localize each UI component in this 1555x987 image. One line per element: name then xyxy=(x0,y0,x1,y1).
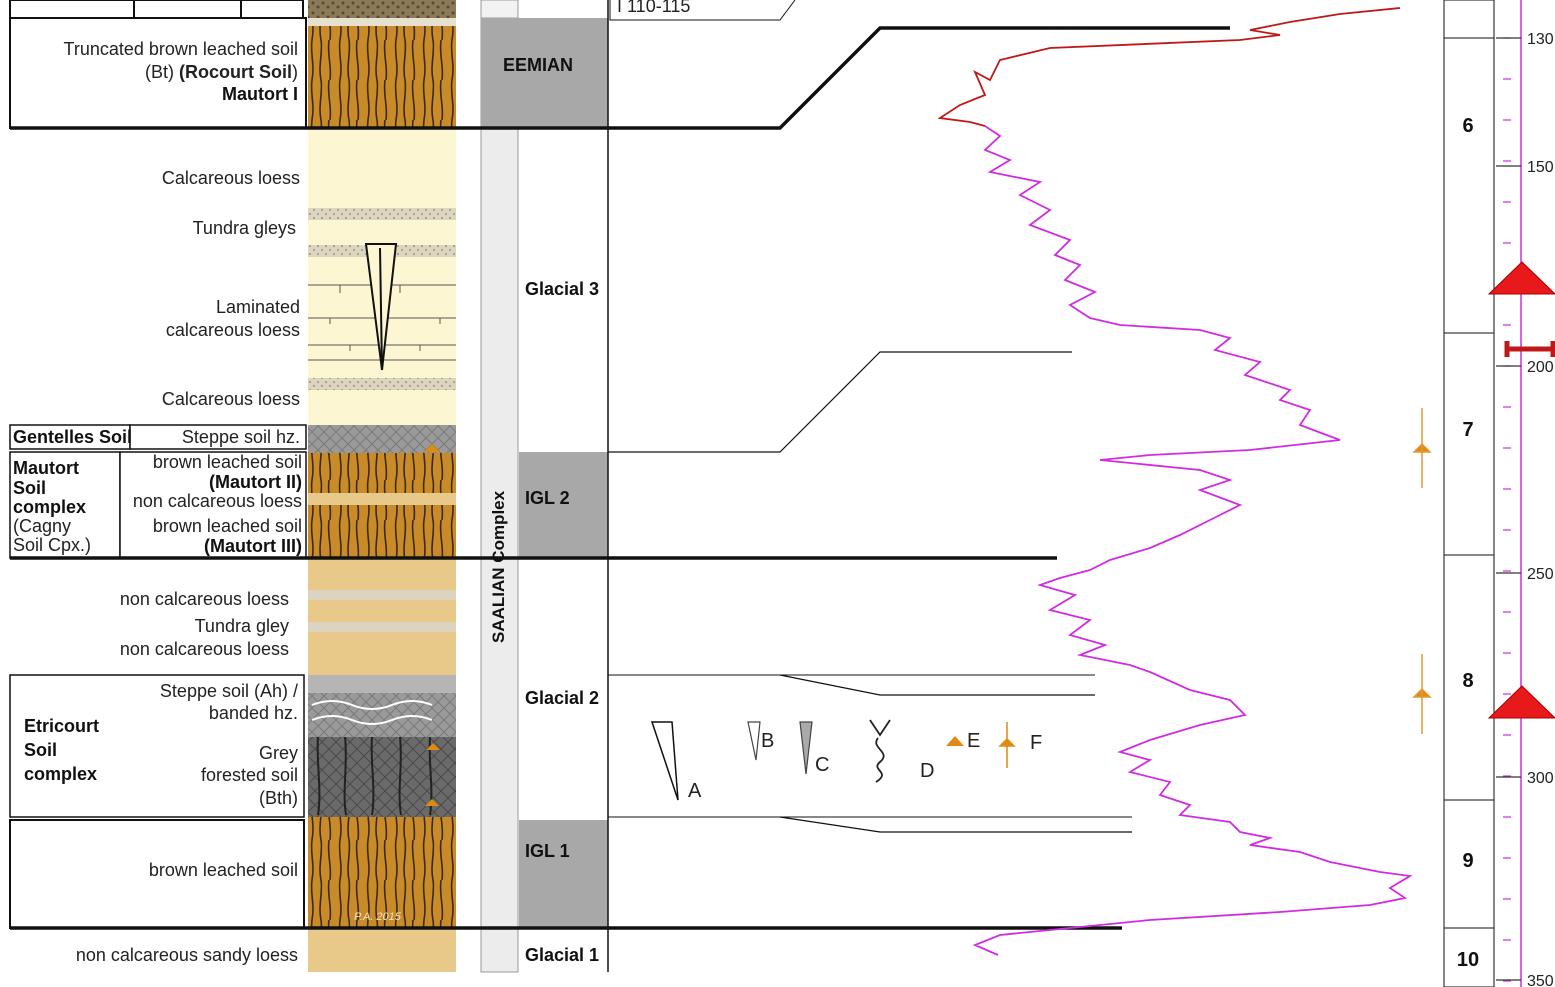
label-tundra-gley: Tundra gley xyxy=(195,616,289,636)
axis-tick-label: 200 xyxy=(1527,359,1554,376)
isotope-stage-column xyxy=(1443,0,1495,987)
label-gentelles-soil: Gentelles Soil xyxy=(13,427,132,447)
axis-tick-label: 130 xyxy=(1527,31,1554,48)
label-forested-soil: forested soil xyxy=(201,765,298,785)
unit-glacial-2: Glacial 2 xyxy=(525,688,599,708)
unit-glacial-3: Glacial 3 xyxy=(525,279,599,299)
label-non-calc-2: non calcareous loess xyxy=(120,589,289,609)
saalian-complex-label: SAALIAN Complex xyxy=(489,490,508,643)
label-sandy-loess: non calcareous sandy loess xyxy=(76,945,298,965)
stage-10: 10 xyxy=(1457,949,1479,971)
axis-tick-label: 250 xyxy=(1527,566,1554,583)
description-column xyxy=(9,0,307,929)
legend-d: D xyxy=(920,760,934,782)
author-credit: P.A. 2015 xyxy=(354,911,402,923)
saalian-complex-column: SAALIAN Complex xyxy=(480,0,608,973)
unit-glacial-1: Glacial 1 xyxy=(525,945,599,965)
axis-tick-label: 300 xyxy=(1527,770,1554,787)
label-banded-hz: banded hz. xyxy=(209,703,298,723)
label-tundra-gleys: Tundra gleys xyxy=(193,218,296,238)
red-markers xyxy=(1487,261,1555,719)
label-calc-loess-2: Calcareous loess xyxy=(162,389,300,409)
label-mautort-soil-1: Mautort xyxy=(13,458,79,478)
label-mautort-1: Mautort I xyxy=(222,84,298,104)
label-bt: (Bt) (Rocourt Soil) xyxy=(145,62,298,82)
unit-eemian: EEMIAN xyxy=(503,55,573,75)
label-laminated-2: calcareous loess xyxy=(166,320,300,340)
isotope-curve xyxy=(937,7,1413,956)
units-column xyxy=(519,0,1132,972)
legend-b: B xyxy=(761,730,774,752)
axis-tick-label: 150 xyxy=(1527,159,1554,176)
label-etricourt-1: Etricourt xyxy=(24,716,99,736)
curve-segment-magenta xyxy=(972,125,1413,956)
correlation-lines xyxy=(10,0,1230,930)
unit-igl-2: IGL 2 xyxy=(525,488,570,508)
curve-segment-red xyxy=(937,7,1401,127)
label-top-note: I 110-115 xyxy=(617,0,690,16)
unit-igl-1: IGL 1 xyxy=(525,841,570,861)
label-grey: Grey xyxy=(259,743,298,763)
label-steppe-soil-hz: Steppe soil hz. xyxy=(182,427,300,447)
label-calc-loess-1: Calcareous loess xyxy=(162,168,300,188)
label-mautort-soil-4: (Cagny xyxy=(13,516,71,536)
stage-6: 6 xyxy=(1462,115,1473,137)
legend-e: E xyxy=(967,730,980,752)
legend-f: F xyxy=(1030,732,1042,754)
label-etricourt-2: Soil xyxy=(24,740,57,760)
lithology-column: P.A. 2015 xyxy=(308,0,456,972)
label-steppe-soil-ah: Steppe soil (Ah) / xyxy=(160,681,298,701)
label-mautort-soil-2: Soil xyxy=(13,478,46,498)
label-brown-leached-1: brown leached soil xyxy=(153,452,302,472)
sample-markers xyxy=(1412,408,1432,734)
stage-9: 9 xyxy=(1462,850,1473,872)
age-axis: 130 150 200 250 300 350 xyxy=(1496,0,1554,987)
label-brown-leached-2: brown leached soil xyxy=(153,516,302,536)
symbol-legend xyxy=(650,719,1016,801)
label-truncated-soil: Truncated brown leached soil xyxy=(64,39,298,59)
label-mautort-soil-3: complex xyxy=(13,497,86,517)
label-bth: (Bth) xyxy=(259,788,298,808)
legend-a: A xyxy=(688,780,702,802)
label-brown-leached-3: brown leached soil xyxy=(149,860,298,880)
label-mautort-3: (Mautort III) xyxy=(204,536,302,556)
label-non-calc-3: non calcareous loess xyxy=(120,639,289,659)
label-non-calc-1: non calcareous loess xyxy=(133,491,302,511)
text-labels: Truncated brown leached soil (Bt) (Rocou… xyxy=(13,0,1479,971)
label-laminated-1: Laminated xyxy=(216,297,300,317)
label-etricourt-3: complex xyxy=(24,764,97,784)
stage-7: 7 xyxy=(1462,419,1473,441)
axis-tick-label: 350 xyxy=(1527,973,1554,987)
label-mautort-soil-5: Soil Cpx.) xyxy=(13,535,91,555)
legend-c: C xyxy=(815,754,829,776)
label-mautort-2: (Mautort II) xyxy=(209,472,302,492)
stage-8: 8 xyxy=(1462,670,1473,692)
